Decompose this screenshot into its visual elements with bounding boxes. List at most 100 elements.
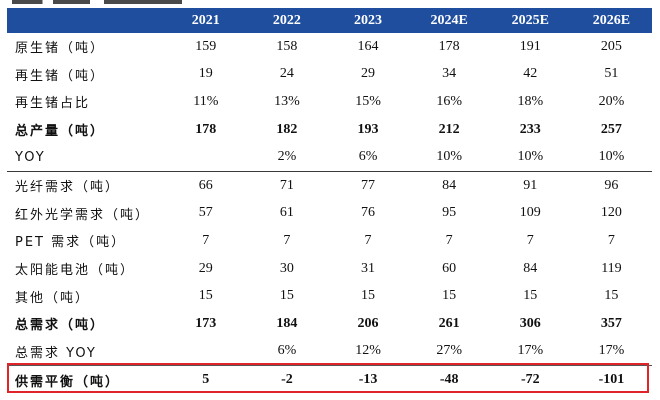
table-row: 总产量（吨） 178 182 193 212 233 257 [7,116,652,144]
row-value-cell: 15 [279,288,294,304]
row-value-cell: 20% [598,93,625,109]
row-value-cell: 84 [442,177,457,193]
header-year-2026e: 2026E [570,8,652,33]
row-value-cell: 71 [279,177,294,193]
row-value-cell: -13 [358,372,378,388]
row-value-cell: -72 [520,372,540,388]
row-value-cell: 91 [523,177,538,193]
row-value-cell [165,143,247,172]
table-header: 2021 2022 2023 2024E 2025E 2026E [7,8,652,33]
row-value-cell: 24 [279,66,294,82]
row-value-cell: 257 [600,121,622,137]
row-value-cell: 15% [355,93,381,109]
row-value-cell: 182 [276,121,298,137]
header-year-2023: 2023 [327,8,409,33]
row-value-cell: 7 [526,232,534,248]
row-value-cell: 77 [361,177,376,193]
row-value-cell: 15 [523,288,538,304]
table-row: 原生锗（吨） 159 158 164 178 191 205 [7,33,652,61]
row-value-cell: 60 [442,260,457,276]
row-value-cell: 19 [198,66,213,82]
table-row: 光纤需求（吨） 66 71 77 84 91 96 [7,171,652,199]
row-label: 总需求（吨） [15,318,106,334]
row-label: 供需平衡（吨） [15,374,121,390]
table-row: 红外光学需求（吨） 57 61 76 95 109 120 [7,200,652,228]
header-year-2022: 2022 [246,8,328,33]
table-row: YOY 2% 6% 10% 10% 10% [7,143,652,172]
row-value-cell: 51 [604,66,619,82]
row-value-cell: -101 [598,372,625,388]
row-value-cell: 84 [523,260,538,276]
row-value-cell: 61 [279,205,294,221]
row-value-cell: 6% [246,337,328,367]
row-value-cell: 16% [436,93,462,109]
row-value-cell: 96 [604,177,619,193]
row-value-cell: 10% [570,143,652,172]
row-value-cell: 11% [193,93,219,109]
row-value-cell: 178 [195,121,217,137]
row-value-cell: 233 [519,121,541,137]
header-label-cell [7,8,166,33]
row-label: PET 需求（吨） [15,235,127,251]
row-value-cell: 7 [283,232,291,248]
row-value-cell: 212 [438,121,460,137]
row-value-cell: 29 [361,66,376,82]
row-value-cell: -2 [281,372,293,388]
row-value-cell: 12% [327,337,409,367]
row-value-cell: 7 [202,232,210,248]
header-year-2025e: 2025E [489,8,571,33]
table-row: 总需求（吨） 173 184 206 261 306 357 [7,310,652,338]
row-label: 再生锗占比 [15,96,91,112]
row-value-cell: 5 [202,372,210,388]
table-row: PET 需求（吨） 7 7 7 7 7 7 [7,227,652,255]
row-value-cell: 159 [195,38,217,54]
row-label: 其他（吨） [15,290,91,306]
row-value-cell: 357 [600,315,622,331]
table-row: 供需平衡（吨） 5 -2 -13 -48 -72 -101 [7,366,652,395]
row-value-cell: 66 [198,177,213,193]
row-value-cell: 95 [442,205,457,221]
row-value-cell: 7 [364,232,372,248]
row-label: 再生锗（吨） [15,68,106,84]
row-value-cell: 6% [327,143,409,172]
row-value-cell [165,337,247,367]
row-label: YOY [7,143,166,172]
row-value-cell: 15 [361,288,376,304]
row-value-cell: 7 [607,232,615,248]
row-value-cell: 2% [246,143,328,172]
row-label: 光纤需求（吨） [15,180,121,196]
row-value-cell: 178 [438,38,460,54]
row-value-cell: 184 [276,315,298,331]
supply-demand-table: 2021 2022 2023 2024E 2025E 2026E 原生锗（吨） 1… [7,8,652,394]
row-value-cell: 15 [442,288,457,304]
cropped-title-ink [12,0,182,4]
row-value-cell: 15 [604,288,619,304]
table-row: 其他（吨） 15 15 15 15 15 15 [7,282,652,310]
row-value-cell: 191 [519,38,541,54]
row-value-cell: 10% [489,143,571,172]
row-label: 红外光学需求（吨） [15,207,151,223]
table-row: 总需求 YOY 6% 12% 27% 17% 17% [7,337,652,367]
table-body: 原生锗（吨） 159 158 164 178 191 205 再生锗（吨） 19 24 29 34 42… [7,33,652,394]
row-value-cell: 29 [198,260,213,276]
row-value-cell: 18% [517,93,544,109]
row-value-cell: 31 [361,260,376,276]
row-value-cell: 10% [408,143,490,172]
row-value-cell: 15 [198,288,213,304]
table-row: 太阳能电池（吨） 29 30 31 60 84 119 [7,255,652,283]
row-value-cell: 119 [601,260,622,276]
row-value-cell: 76 [361,205,376,221]
row-value-cell: 193 [357,121,379,137]
row-value-cell: 57 [198,205,213,221]
row-value-cell: 13% [274,93,300,109]
header-year-2024e: 2024E [408,8,490,33]
row-value-cell: 120 [600,205,622,221]
row-value-cell: 17% [570,337,652,367]
row-label: 太阳能电池（吨） [15,263,136,279]
row-value-cell: 30 [279,260,294,276]
row-label: 总需求 YOY [7,337,166,367]
header-year-2021: 2021 [165,8,247,33]
row-value-cell: 158 [276,38,298,54]
row-value-cell: 205 [600,38,622,54]
row-value-cell: 261 [438,315,460,331]
